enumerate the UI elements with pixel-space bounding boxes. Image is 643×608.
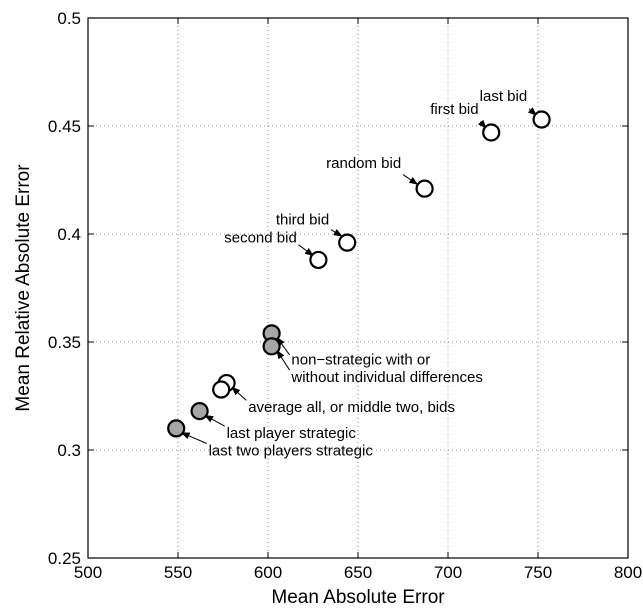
axis-ticks: 500 550 600 650 700 750 800 0.25 0.3 0.35 0.4 0.45 0… (48, 9, 642, 582)
annotation-arrow (298, 244, 314, 257)
x-tick-label: 700 (434, 563, 462, 582)
annotation-label: first bid (430, 101, 478, 118)
data-points (167, 110, 551, 438)
annotation-label: last two players strategic (209, 442, 374, 459)
y-tick-label: 0.3 (57, 441, 81, 460)
x-tick-label: 550 (164, 563, 192, 582)
annotation-arrow (276, 336, 291, 356)
annotation-arrow (231, 386, 247, 401)
annotation-label: second bid (224, 230, 297, 247)
annotation-label: without individual differences (290, 369, 483, 386)
x-tick-label: 600 (254, 563, 282, 582)
data-point-open (338, 233, 357, 252)
data-point-filled (167, 419, 186, 438)
annotation-label: third bid (276, 211, 329, 228)
data-point-open (415, 179, 434, 198)
annotation-arrow (330, 229, 343, 237)
annotation-arrow (276, 349, 291, 371)
annotation-arrow (180, 432, 207, 444)
y-axis-label: Mean Relative Absolute Error (13, 164, 34, 412)
y-tick-label: 0.4 (57, 225, 81, 244)
x-tick-label: 750 (524, 563, 552, 582)
data-point-open (482, 123, 501, 142)
x-axis-label: Mean Absolute Error (271, 587, 445, 608)
x-tick-label: 800 (614, 563, 642, 582)
annotation-label: average all, or middle two, bids (248, 399, 455, 416)
annotation-label: last player strategic (227, 425, 357, 442)
data-point-open (532, 110, 551, 129)
annotation-label: last bid (480, 88, 528, 105)
data-point-open (212, 380, 231, 399)
data-point-filled (262, 337, 281, 356)
y-tick-label: 0.25 (48, 549, 81, 568)
x-tick-label: 500 (74, 563, 102, 582)
x-tick-label: 650 (344, 563, 372, 582)
y-tick-label: 0.5 (57, 9, 81, 28)
annotation-arrow (402, 174, 419, 185)
annotation-arrow (204, 414, 226, 427)
annotation-label: random bid (326, 155, 401, 172)
y-tick-label: 0.35 (48, 333, 81, 352)
annotation-label: non−strategic with or (291, 352, 430, 369)
data-point-filled (190, 402, 209, 421)
data-point-open (309, 250, 328, 270)
grid (88, 18, 628, 558)
y-tick-label: 0.45 (48, 117, 81, 136)
